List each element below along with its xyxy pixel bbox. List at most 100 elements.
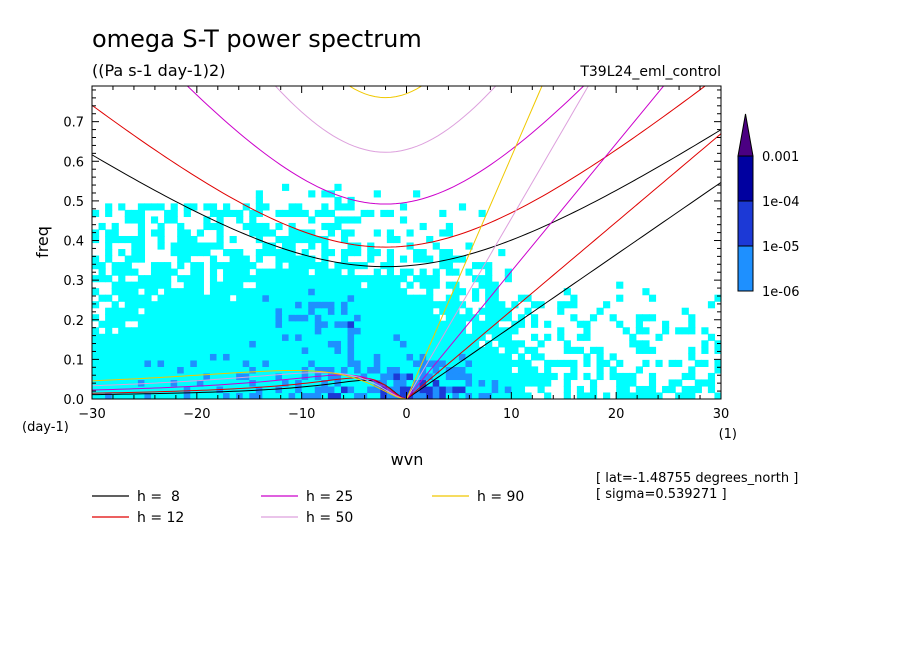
spectrum-cell (347, 301, 355, 309)
spectrum-cell (360, 327, 368, 335)
spectrum-cell (275, 307, 283, 315)
spectrum-cell (452, 372, 460, 381)
spectrum-cell (282, 275, 290, 283)
spectrum-cell (321, 372, 329, 381)
spectrum-cell (452, 346, 460, 354)
spectrum-cell (105, 346, 113, 354)
spectrum-cell (688, 320, 696, 328)
spectrum-cell (255, 333, 263, 341)
spectrum-cell (445, 262, 453, 270)
spectrum-cell (609, 372, 617, 381)
spectrum-cell (419, 372, 427, 381)
spectrum-cell (334, 268, 342, 276)
spectrum-cell (648, 392, 657, 399)
spectrum-cell (360, 372, 368, 381)
spectrum-cell (524, 379, 532, 387)
spectrum-cell (249, 353, 257, 361)
spectrum-cell (295, 209, 303, 218)
spectrum-cell (452, 268, 460, 276)
spectrum-cell (164, 372, 172, 381)
spectrum-cell (282, 333, 290, 341)
spectrum-cell (295, 346, 303, 354)
spectrum-cell (570, 359, 578, 367)
spectrum-cell (517, 359, 526, 367)
spectrum-cell (177, 346, 185, 354)
spectrum-cell (380, 209, 388, 218)
spectrum-cell (183, 294, 191, 302)
spectrum-cell (472, 320, 480, 328)
spectrum-cell (563, 392, 571, 399)
y-axis-label: freq (33, 226, 52, 258)
spectrum-cell (190, 307, 198, 315)
spectrum-cell (209, 307, 218, 315)
spectrum-cell (229, 281, 237, 289)
spectrum-cell (209, 392, 218, 399)
spectrum-cell (327, 249, 336, 257)
spectrum-cell (92, 275, 100, 283)
spectrum-cell (255, 294, 263, 302)
spectrum-cell (105, 255, 113, 263)
spectrum-cell (144, 203, 152, 211)
spectrum-cell (380, 288, 388, 296)
spectrum-cell (380, 359, 388, 367)
spectrum-cell (373, 385, 381, 394)
spectrum-cell (485, 340, 493, 348)
spectrum-cell (301, 340, 309, 348)
spectrum-cell (406, 307, 414, 315)
spectrum-cell (150, 301, 159, 309)
rossby-curve (92, 379, 407, 399)
spectrum-cell (196, 288, 204, 296)
spectrum-cell (157, 268, 165, 276)
spectrum-cell (275, 353, 283, 361)
spectrum-cell (209, 320, 218, 328)
spectrum-cell (367, 301, 375, 309)
spectrum-cell (688, 372, 696, 381)
spectrum-cell (419, 359, 427, 367)
spectrum-cell (380, 385, 388, 394)
spectrum-cell (662, 327, 670, 335)
spectrum-cell (229, 333, 237, 341)
spectrum-cell (576, 333, 585, 341)
spectrum-cell (485, 379, 493, 387)
spectrum-cell (301, 320, 309, 328)
spectrum-cell (511, 379, 519, 387)
spectrum-cell (701, 379, 709, 387)
spectrum-cell (229, 385, 237, 394)
spectrum-cell (360, 320, 368, 328)
spectrum-cell (491, 314, 499, 322)
spectrum-cell (458, 255, 467, 263)
spectrum-cell (458, 340, 467, 348)
spectrum-cell (242, 366, 250, 374)
spectrum-cell (157, 366, 165, 374)
spectrum-cell (216, 372, 224, 381)
spectrum-cell (321, 301, 329, 309)
spectrum-cell (131, 268, 139, 276)
spectrum-cell (406, 268, 414, 276)
spectrum-cell (419, 346, 427, 354)
spectrum-cell (209, 366, 218, 374)
spectrum-cell (314, 301, 322, 309)
spectrum-cell (255, 190, 263, 198)
spectrum-cell (327, 209, 336, 218)
spectrum-cell (570, 294, 578, 302)
spectrum-cell (498, 307, 506, 315)
spectrum-cell (262, 249, 270, 257)
spectrum-cell (118, 281, 126, 289)
spectrum-cell (681, 392, 689, 399)
spectrum-cell (275, 327, 283, 335)
spectrum-cell (406, 366, 414, 374)
spectrum-cell (603, 392, 611, 399)
spectrum-cell (340, 216, 349, 224)
spectrum-cell (170, 379, 178, 387)
chart-title: omega S-T power spectrum (92, 25, 422, 53)
spectrum-cell (144, 333, 152, 341)
spectrum-cell (216, 222, 224, 231)
spectrum-cell (511, 301, 519, 309)
spectrum-cell (150, 216, 159, 224)
spectrum-cell (295, 333, 303, 341)
spectrum-cell (144, 301, 152, 309)
spectrum-cell (111, 353, 119, 361)
spectrum-cell (131, 307, 139, 315)
spectrum-cell (458, 385, 467, 394)
spectrum-cell (426, 255, 434, 263)
